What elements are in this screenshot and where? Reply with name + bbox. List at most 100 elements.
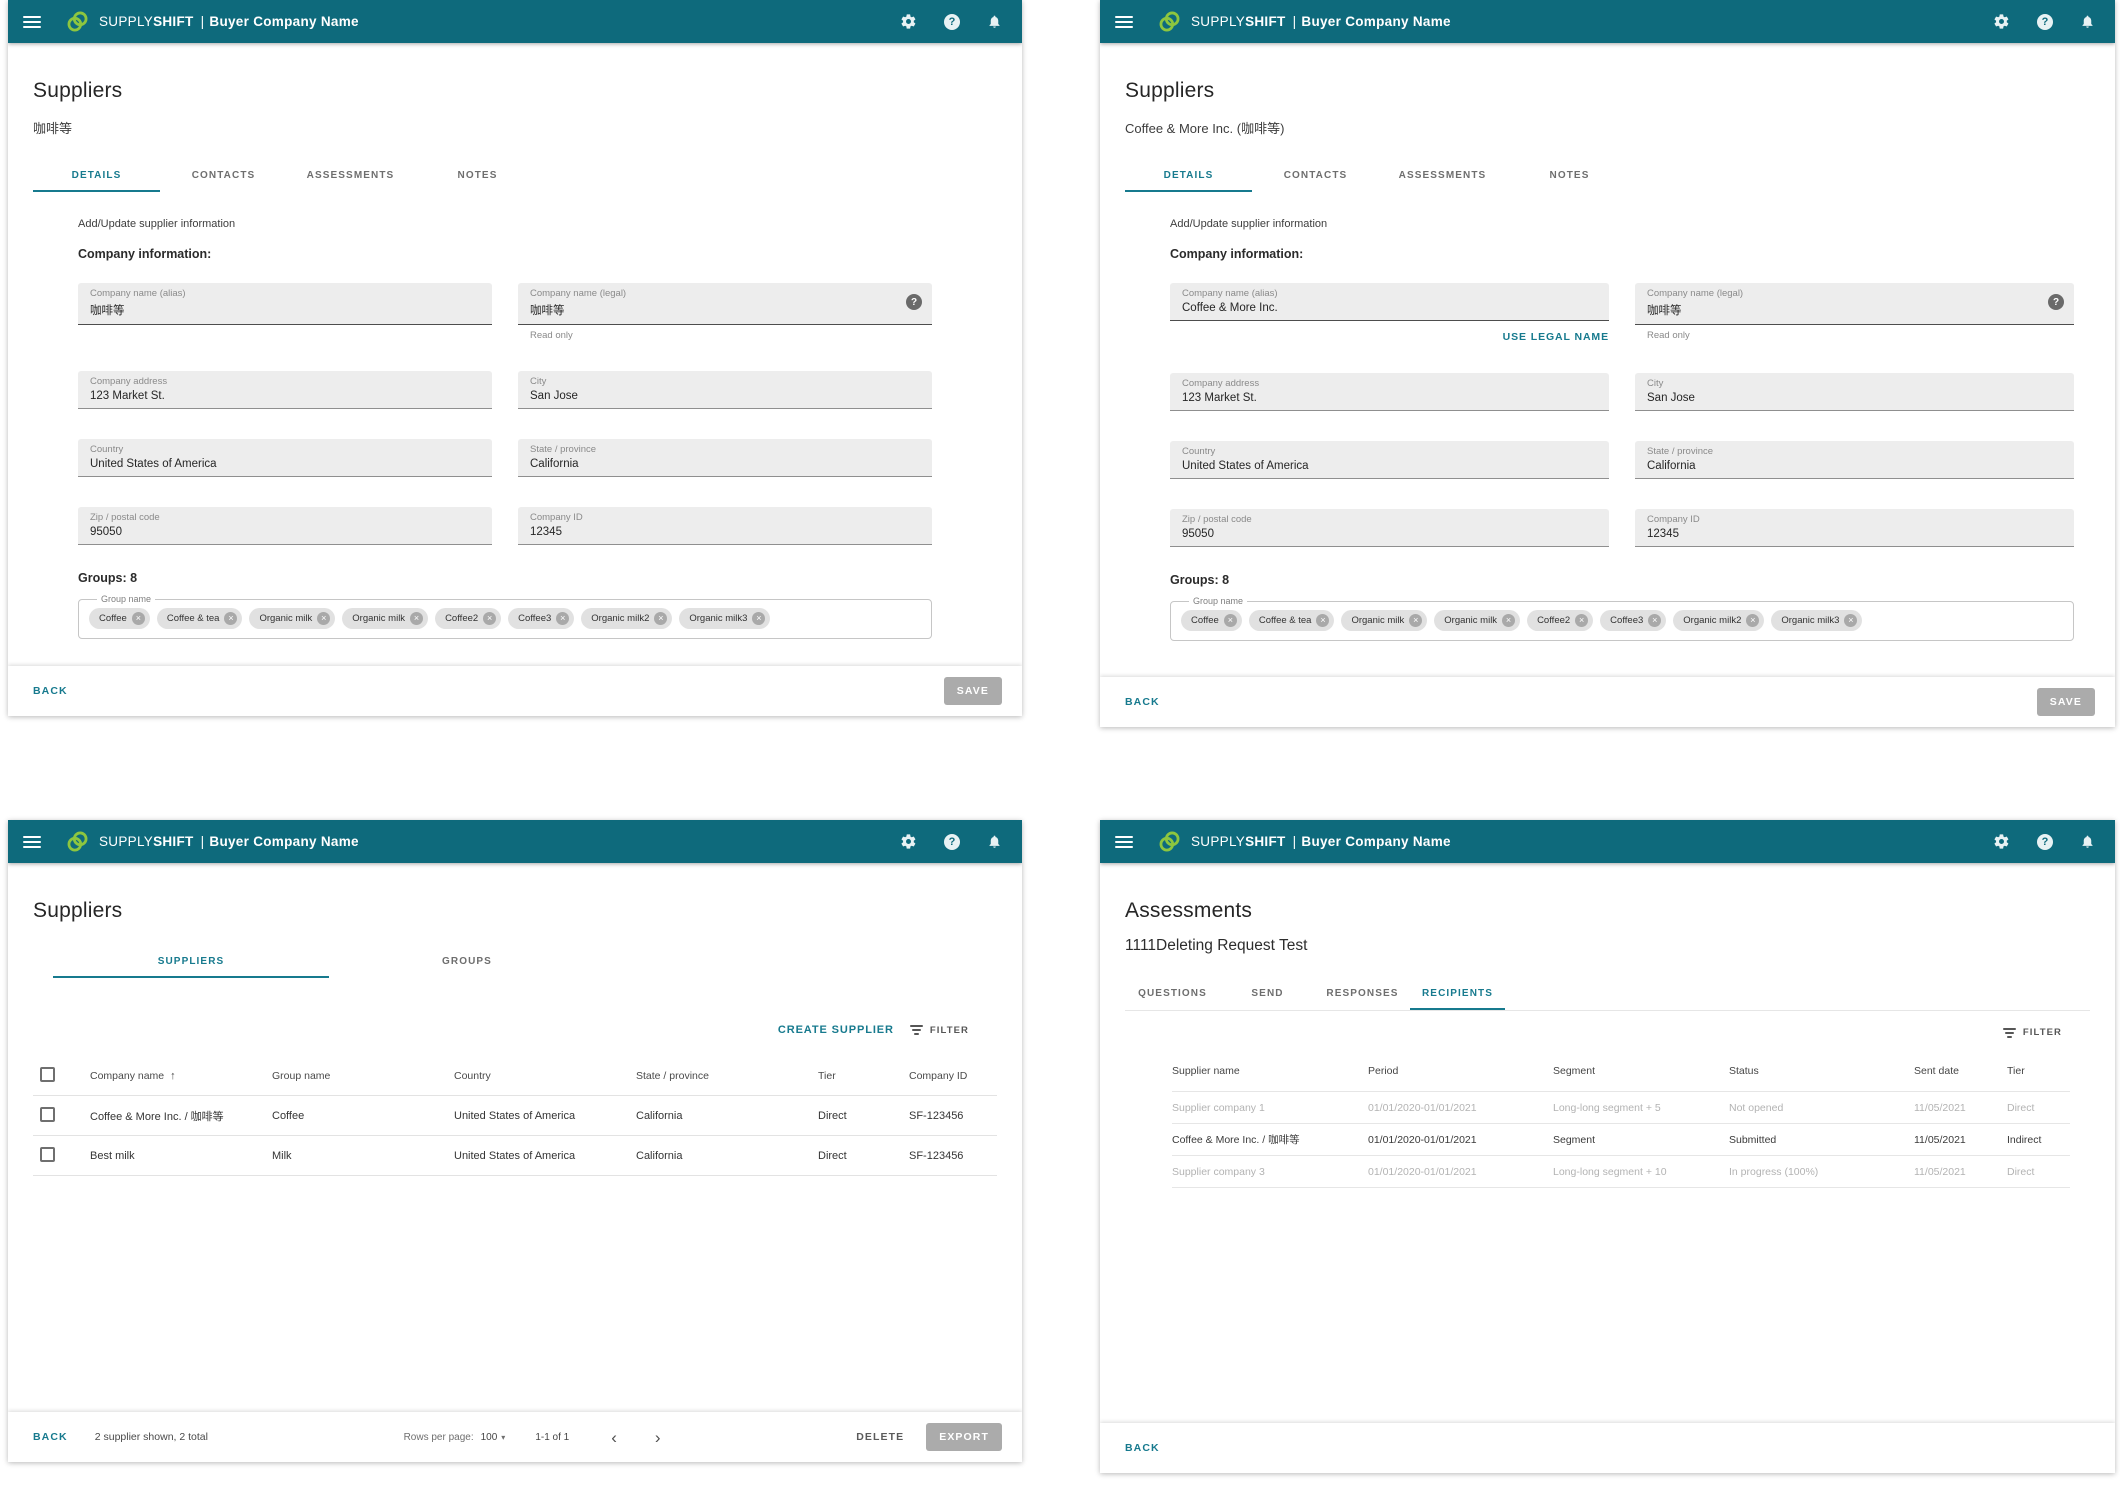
company-id-field[interactable]: Company ID 12345: [518, 507, 932, 545]
back-button[interactable]: BACK: [1125, 1442, 1160, 1454]
settings-icon[interactable]: [900, 833, 917, 850]
chip-remove-icon[interactable]: ×: [410, 612, 424, 625]
legal-name-help-icon[interactable]: ?: [2048, 294, 2064, 310]
chip-remove-icon[interactable]: ×: [752, 612, 766, 625]
menu-icon[interactable]: [23, 835, 41, 848]
tab[interactable]: GROUPS: [442, 956, 492, 967]
use-legal-name-button[interactable]: USE LEGAL NAME: [1502, 331, 1609, 343]
help-icon[interactable]: ?: [2037, 13, 2053, 30]
zip-postal-code-field[interactable]: Zip / postal code 95050: [78, 507, 492, 545]
tab[interactable]: DETAILS: [1125, 159, 1252, 192]
chip-remove-icon[interactable]: ×: [1648, 614, 1662, 627]
save-button[interactable]: SAVE: [943, 677, 1002, 705]
back-button[interactable]: BACK: [33, 685, 68, 697]
tab[interactable]: NOTES: [457, 170, 498, 181]
menu-icon[interactable]: [1115, 15, 1133, 28]
panel-footer: BACK: [1100, 1423, 2115, 1473]
panel-footer: BACK SAVE: [1100, 677, 2115, 727]
create-supplier-button[interactable]: CREATE SUPPLIER: [777, 1024, 894, 1036]
next-page-icon[interactable]: ›: [654, 1427, 661, 1447]
chip-remove-icon[interactable]: ×: [1746, 614, 1760, 627]
notifications-icon[interactable]: [987, 833, 1002, 850]
group-chip: Coffee ×: [89, 608, 150, 629]
tab[interactable]: CONTACTS: [191, 170, 256, 181]
filter-button[interactable]: FILTER: [2002, 1027, 2062, 1038]
legal-name-help-icon[interactable]: ?: [906, 294, 922, 310]
select-all-checkbox[interactable]: [40, 1066, 55, 1082]
zip-postal-code-field[interactable]: Zip / postal code 95050: [1170, 509, 1609, 547]
chip-remove-icon[interactable]: ×: [131, 612, 145, 625]
dropdown-arrow-icon[interactable]: ▾: [501, 1432, 506, 1442]
save-button[interactable]: SAVE: [2036, 688, 2095, 716]
country-field[interactable]: Country United States of America: [78, 439, 492, 477]
app-header: SUPPLYSHIFT | Buyer Company Name ?: [8, 820, 1022, 863]
tab[interactable]: RESPONSES: [1326, 988, 1399, 999]
filter-button[interactable]: FILTER: [909, 1025, 969, 1036]
previous-page-icon[interactable]: ‹: [611, 1427, 617, 1447]
tab[interactable]: SUPPLIERS: [53, 945, 329, 978]
chip-remove-icon[interactable]: ×: [224, 612, 238, 625]
tab[interactable]: RECIPIENTS: [1410, 977, 1505, 1010]
company-address-field[interactable]: Company address 123 Market St.: [1170, 373, 1609, 411]
rows-per-page-select[interactable]: 100: [480, 1431, 498, 1443]
back-button[interactable]: BACK: [33, 1431, 68, 1443]
export-button[interactable]: EXPORT: [926, 1423, 1002, 1451]
table-row[interactable]: Coffee & More Inc. / 咖啡等 Coffee United S…: [33, 1096, 997, 1136]
brand-shift: SHIFT: [1245, 14, 1286, 29]
tab[interactable]: ASSESSMENTS: [1398, 170, 1487, 181]
group-name-input[interactable]: Group name Coffee × Coffee & tea × Organic m…: [1170, 596, 2074, 641]
intro-text: Add/Update supplier information: [1170, 218, 1328, 230]
row-checkbox[interactable]: [40, 1106, 55, 1122]
delete-button[interactable]: DELETE: [856, 1431, 905, 1443]
group-name-input[interactable]: Group name Coffee × Coffee & tea × Organic m…: [78, 594, 932, 639]
column-company-name[interactable]: Company name ↑: [90, 1069, 176, 1082]
row-checkbox[interactable]: [40, 1146, 55, 1162]
chip-remove-icon[interactable]: ×: [483, 612, 497, 625]
help-icon[interactable]: ?: [944, 13, 960, 30]
state-province-field[interactable]: State / province California: [1635, 441, 2074, 479]
tab[interactable]: ASSESSMENTS: [306, 170, 395, 181]
settings-icon[interactable]: [900, 13, 917, 30]
city-field[interactable]: City San Jose: [518, 371, 932, 409]
table-row[interactable]: Coffee & More Inc. / 咖啡等 01/01/2020-01/0…: [1172, 1124, 2070, 1156]
chip-remove-icon[interactable]: ×: [1409, 614, 1423, 627]
chip-remove-icon[interactable]: ×: [1223, 614, 1237, 627]
page-range: 1-1 of 1: [535, 1431, 570, 1443]
city-field[interactable]: City San Jose: [1635, 373, 2074, 411]
tab[interactable]: QUESTIONS: [1138, 988, 1207, 999]
tab[interactable]: CONTACTS: [1283, 170, 1348, 181]
company-name-alias-field[interactable]: Company name (alias) Coffee & More Inc.: [1170, 283, 1609, 321]
chip-remove-icon[interactable]: ×: [1575, 614, 1589, 627]
settings-icon[interactable]: [1993, 833, 2010, 850]
page-title: Suppliers: [33, 79, 123, 102]
table-row[interactable]: Supplier company 3 01/01/2020-01/01/2021…: [1172, 1156, 2070, 1188]
notifications-icon[interactable]: [987, 13, 1002, 30]
menu-icon[interactable]: [23, 15, 41, 28]
menu-icon[interactable]: [1115, 835, 1133, 848]
chip-remove-icon[interactable]: ×: [1316, 614, 1330, 627]
notifications-icon[interactable]: [2080, 833, 2095, 850]
chip-remove-icon[interactable]: ×: [1502, 614, 1516, 627]
tab[interactable]: DETAILS: [33, 159, 160, 192]
group-chip: Organic milk ×: [1341, 610, 1428, 631]
company-address-field[interactable]: Company address 123 Market St.: [78, 371, 492, 409]
settings-icon[interactable]: [1993, 13, 2010, 30]
chip-remove-icon[interactable]: ×: [556, 612, 570, 625]
page-title: Assessments: [1125, 899, 1253, 922]
help-icon[interactable]: ?: [944, 833, 960, 850]
table-row[interactable]: Supplier company 1 01/01/2020-01/01/2021…: [1172, 1092, 2070, 1124]
table-row[interactable]: Best milk Milk United States of America …: [33, 1136, 997, 1176]
chip-remove-icon[interactable]: ×: [317, 612, 331, 625]
chip-remove-icon[interactable]: ×: [1844, 614, 1858, 627]
back-button[interactable]: BACK: [1125, 696, 1160, 708]
country-field[interactable]: Country United States of America: [1170, 441, 1609, 479]
help-icon[interactable]: ?: [2037, 833, 2053, 850]
company-name-alias-field[interactable]: Company name (alias) 咖啡等: [78, 283, 492, 325]
tab[interactable]: NOTES: [1549, 170, 1590, 181]
notifications-icon[interactable]: [2080, 13, 2095, 30]
state-province-field[interactable]: State / province California: [518, 439, 932, 477]
panel-suppliers-list: SUPPLYSHIFT | Buyer Company Name ? Supplie…: [8, 820, 1022, 1462]
chip-remove-icon[interactable]: ×: [654, 612, 668, 625]
tab[interactable]: SEND: [1251, 988, 1284, 999]
company-id-field[interactable]: Company ID 12345: [1635, 509, 2074, 547]
